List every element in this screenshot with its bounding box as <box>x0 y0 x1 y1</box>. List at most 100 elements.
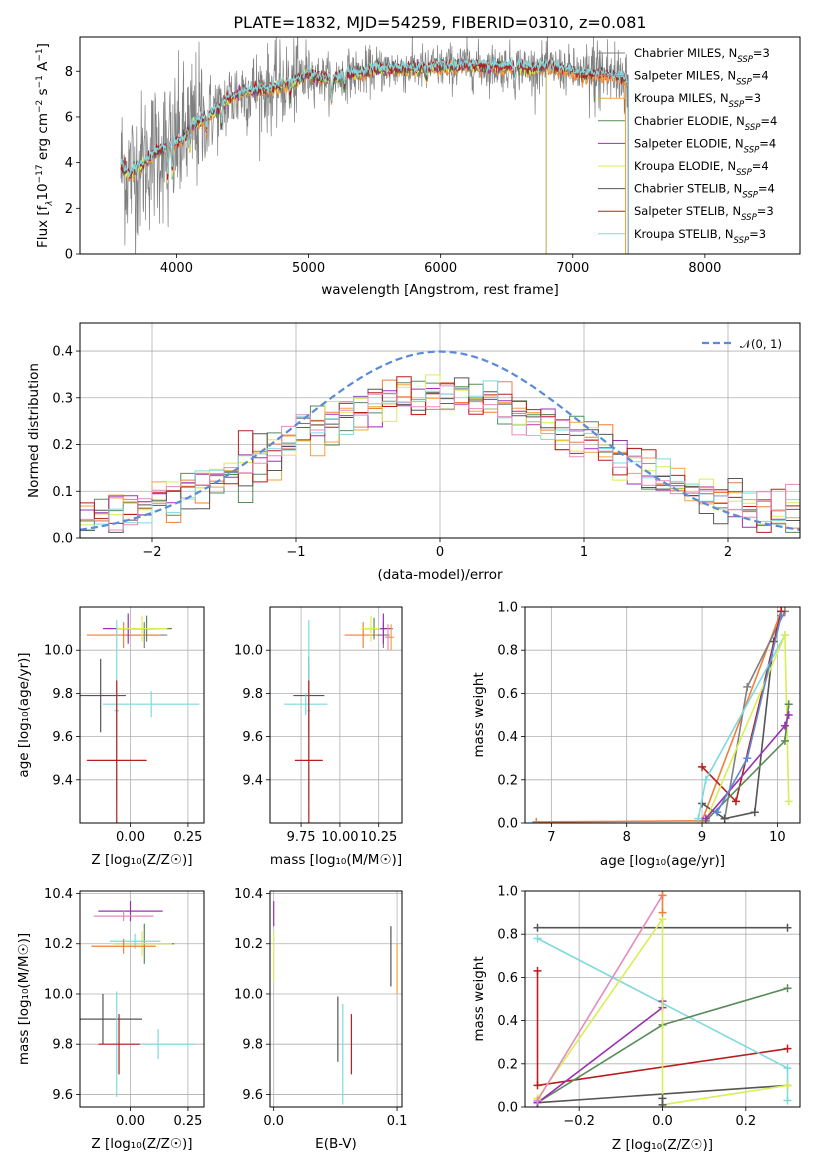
residuals-ylabel: Normed distribution <box>26 363 42 498</box>
age_vs_Z-frame <box>79 606 205 824</box>
residuals-xlabel: (data-model)/error <box>377 567 503 583</box>
age_vs_Z-axes: 0.00 0.25 9.4 9.6 9.8 10.0 <box>44 607 204 845</box>
errorbar-point <box>294 680 323 823</box>
y-tick-label: 9.8 <box>52 1038 73 1053</box>
age_vs_mass-frame <box>269 606 403 824</box>
series-marker <box>783 923 792 932</box>
y-tick-label: 10.0 <box>44 987 73 1002</box>
mass_weight_vs_age-axes: 7 8 9 10 0.0 0.2 0.4 0.6 0.8 1.0 <box>497 601 800 845</box>
y-tick-label: 0.0 <box>52 532 73 547</box>
series-marker <box>533 966 542 975</box>
mass_vs_ebv-xlabel: E(B-V) <box>315 1136 357 1152</box>
series-marker <box>783 1044 792 1053</box>
legend-label: Salpeter STELIB, NSSP=3 <box>634 204 774 223</box>
spectrum-ylabel: Flux [fλ10−17 erg cm−2 s−1 A−1] <box>35 43 55 248</box>
series-marker <box>533 934 542 943</box>
x-tick-label: 1 <box>580 545 588 560</box>
series-marker <box>780 631 789 640</box>
errorbar-point <box>116 615 168 642</box>
series-marker <box>784 797 793 806</box>
y-tick-label: 1.0 <box>497 601 518 616</box>
series-marker <box>750 808 759 817</box>
histogram-steps <box>80 350 800 533</box>
y-tick-label: 0.1 <box>52 485 73 500</box>
y-tick-label: 0.6 <box>497 971 518 986</box>
x-tick-label: 6000 <box>424 261 457 276</box>
series-marker <box>780 736 789 745</box>
errorbar-point <box>86 680 147 823</box>
y-tick-label: 0.8 <box>497 644 518 659</box>
x-tick-label: 7000 <box>556 261 589 276</box>
legend-label: 𝒩(0, 1) <box>740 337 782 351</box>
series-line <box>536 916 788 1106</box>
series-marker <box>780 721 789 730</box>
y-tick-label: 0.2 <box>52 438 73 453</box>
legend-label: Chabrier STELIB, NSSP=4 <box>634 182 775 201</box>
age_vs_Z-errorbars <box>80 613 200 823</box>
y-tick-label: 10.4 <box>234 887 263 902</box>
residuals-frame <box>79 322 801 539</box>
y-tick-label: 0.4 <box>497 1014 518 1029</box>
legend-label: Kroupa MILES, NSSP=3 <box>634 91 761 110</box>
x-tick-label: 0.0 <box>652 1114 673 1129</box>
x-tick-label: 0.25 <box>173 830 202 845</box>
y-tick-label: 10.0 <box>234 644 263 659</box>
y-tick-label: 0.6 <box>497 687 518 702</box>
y-tick-label: 1.0 <box>497 885 518 900</box>
mass_weight_vs_Z-xlabel: Z [log₁₀(Z/Z☉)] <box>612 1137 713 1153</box>
y-tick-label: 9.6 <box>52 730 73 745</box>
series-marker <box>784 700 793 709</box>
series-marker <box>533 923 542 932</box>
series-line <box>701 641 775 820</box>
legend-label: Salpeter ELODIE, NSSP=4 <box>634 136 776 155</box>
errorbar-point <box>80 658 126 733</box>
x-tick-label: 9.75 <box>287 830 316 845</box>
x-tick-label: 8 <box>623 830 631 845</box>
y-tick-label: 0 <box>65 248 73 263</box>
legend-label: Chabrier ELODIE, NSSP=4 <box>634 114 777 133</box>
x-tick-label: 0.2 <box>735 1114 756 1129</box>
spectrum-model-line <box>120 56 629 254</box>
series-marker <box>743 754 752 763</box>
series-marker <box>713 808 722 817</box>
x-tick-label: 2 <box>724 545 732 560</box>
errorbar-point <box>102 691 200 718</box>
y-tick-label: 10.2 <box>234 937 263 952</box>
series-marker <box>743 682 752 691</box>
y-tick-label: 0.0 <box>497 1101 518 1116</box>
y-tick-label: 6 <box>65 110 73 125</box>
legend-label: Chabrier MILES, NSSP=3 <box>634 46 770 65</box>
y-tick-label: 10.2 <box>44 937 73 952</box>
errorbar-point <box>93 911 154 922</box>
x-tick-label: −0.2 <box>563 1114 595 1129</box>
series-marker <box>784 711 793 719</box>
errorbar-point <box>384 624 392 651</box>
chart-layer: 4000 5000 6000 7000 8000 0 2 4 6 8 Chabrier MILES,… <box>16 36 801 1153</box>
y-tick-label: 2 <box>65 202 73 217</box>
spectrum-xlabel: wavelength [Angstrom, rest frame] <box>321 282 559 298</box>
y-tick-label: 0.8 <box>497 928 518 943</box>
series-marker <box>694 814 703 823</box>
mass_weight_vs_Z-ylabel: mass weight <box>471 956 487 1041</box>
x-tick-label: 10.00 <box>321 830 358 845</box>
mass_vs_ebv-frame <box>269 890 403 1108</box>
y-tick-label: 0.0 <box>497 817 518 832</box>
age_vs_mass-xlabel: mass [log₁₀(M/M☉)] <box>270 852 402 868</box>
x-tick-label: −2 <box>142 545 161 560</box>
x-tick-label: 0 <box>436 545 444 560</box>
legend-label: Kroupa ELODIE, NSSP=4 <box>634 159 769 178</box>
x-tick-label: 10.25 <box>360 830 397 845</box>
mass_weight_vs_Z-frame <box>524 890 801 1108</box>
residuals-legend: 𝒩(0, 1) <box>702 337 782 351</box>
x-tick-label: −1 <box>286 545 305 560</box>
y-tick-label: 8 <box>65 65 73 80</box>
y-tick-label: 10.0 <box>234 987 263 1002</box>
errorbar-point <box>98 1014 140 1075</box>
series-marker <box>532 817 541 823</box>
mass_vs_Z-frame <box>79 890 205 1108</box>
series-line <box>536 894 664 1101</box>
x-tick-label: 5000 <box>292 261 325 276</box>
mass_weight_vs_age-ylabel: mass weight <box>471 672 487 757</box>
series-marker <box>698 762 707 771</box>
